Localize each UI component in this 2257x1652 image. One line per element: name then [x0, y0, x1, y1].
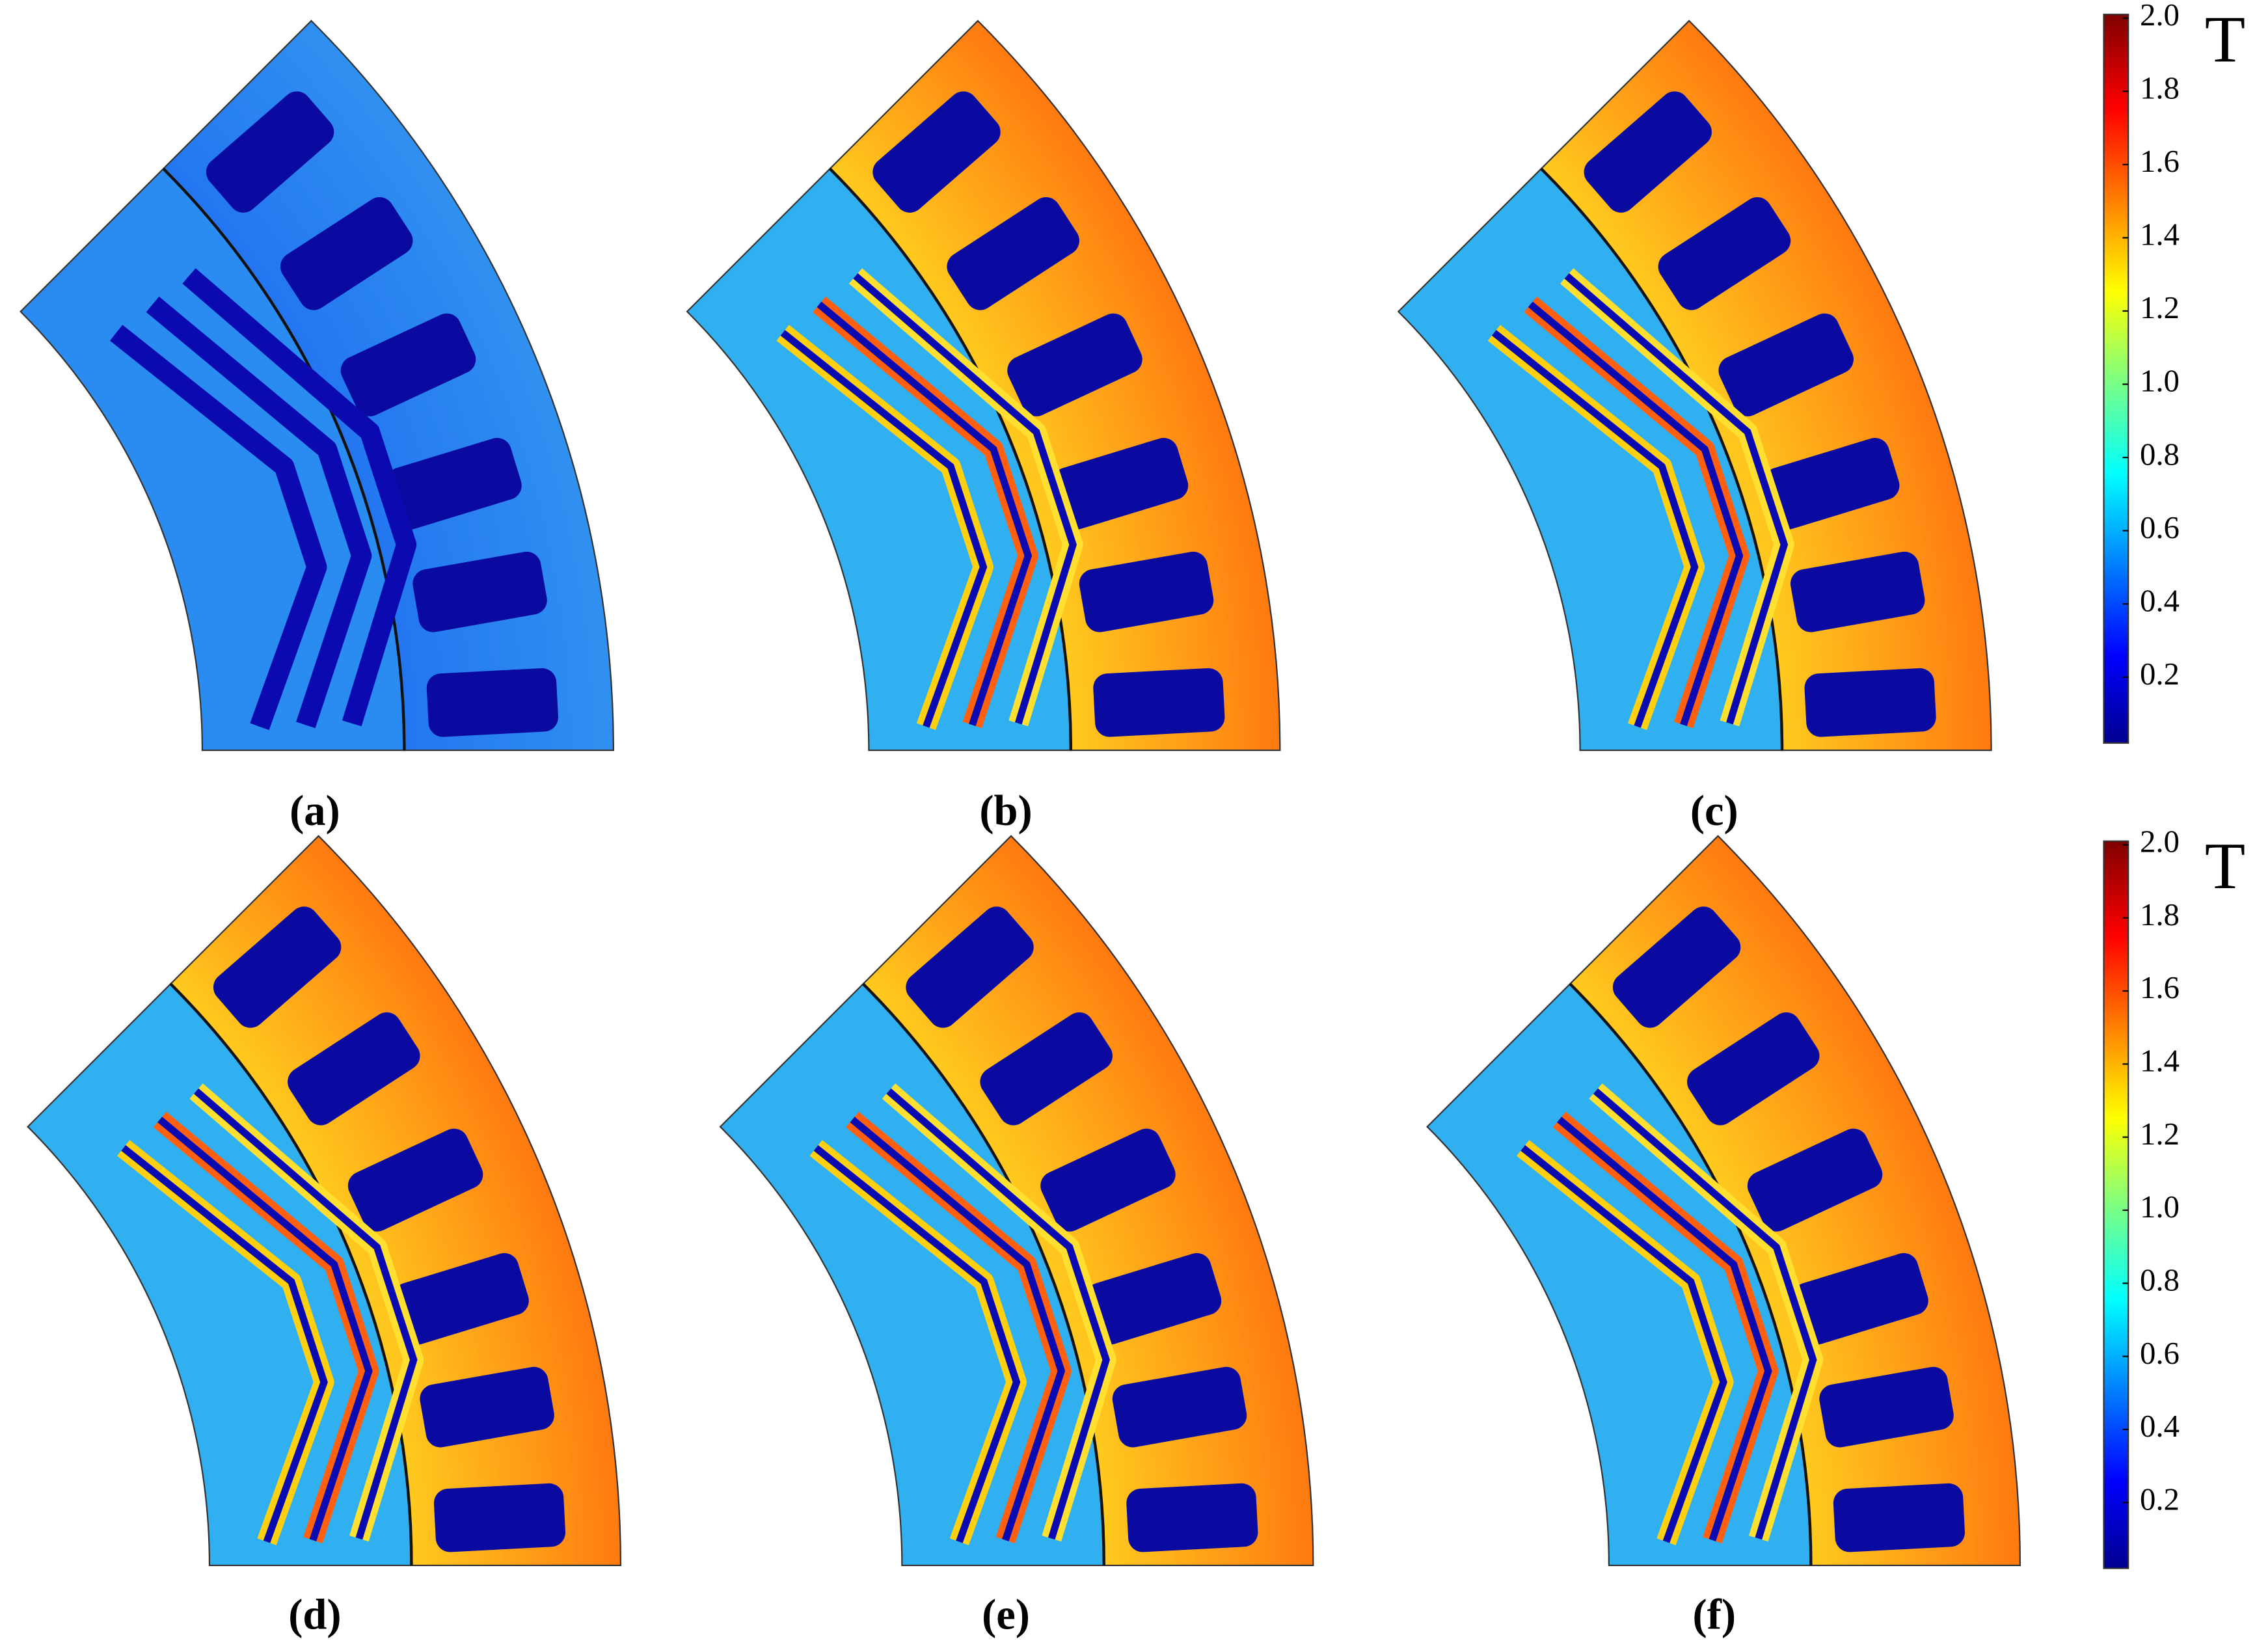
panel-label: (b) — [979, 787, 1032, 835]
motor-plot — [1426, 835, 2021, 1567]
stator-slot — [1052, 438, 1189, 530]
motor-plot — [686, 20, 1281, 752]
rotor-barrier-core — [193, 1088, 418, 1540]
colorbar-tick-label: 0.8 — [2140, 1263, 2180, 1298]
stator-slot — [340, 313, 476, 416]
colorbar-unit: T — [2205, 830, 2245, 903]
colorbar-tick-label: 0.4 — [2140, 583, 2180, 618]
colorbar-tick-label: 0.4 — [2140, 1409, 2180, 1444]
colorbar-tick-label: 0.2 — [2140, 1482, 2180, 1517]
colorbar-tick-label: 1.2 — [2140, 290, 2180, 325]
stator-slot — [426, 668, 558, 737]
colorbar-tick-label: 0.2 — [2140, 657, 2180, 692]
stator-slot — [1747, 1128, 1883, 1232]
stator-slot — [1093, 668, 1225, 737]
air-gap — [829, 167, 1073, 751]
air-gap — [169, 982, 413, 1565]
motor-plot — [1397, 20, 1992, 752]
rotor-barrier-core — [1564, 273, 1789, 725]
stator-slot — [1718, 313, 1854, 416]
colorbar-tick-label: 1.6 — [2140, 970, 2180, 1005]
colorbar-tick-label: 0.8 — [2140, 437, 2180, 472]
colorbar-tick-label: 0.6 — [2140, 510, 2180, 545]
air-gap — [1569, 982, 1813, 1565]
colorbar-tick-label: 1.4 — [2140, 1044, 2180, 1079]
rotor-barrier-core — [157, 1117, 373, 1541]
rotor-barrier-core — [1528, 301, 1744, 726]
stator-slot — [1686, 1012, 1820, 1126]
stator-slot — [1112, 1366, 1247, 1448]
panel-label: (a) — [290, 787, 340, 835]
stator-slot — [1658, 197, 1791, 310]
stator-slot — [1126, 1483, 1258, 1552]
motor-plot — [719, 835, 1314, 1567]
rotor-barrier-core — [1557, 1117, 1772, 1541]
colorbar-tick-label: 1.4 — [2140, 217, 2180, 252]
colorbar — [2103, 14, 2129, 744]
rotor-barrier-core — [850, 1117, 1066, 1541]
stator-slot — [213, 906, 342, 1028]
colorbar-unit: T — [2205, 3, 2245, 76]
rotor-barrier-core — [853, 273, 1077, 725]
panel-label: (f) — [1693, 1591, 1736, 1638]
stator-slot — [1764, 438, 1900, 530]
stator-slot — [1612, 906, 1741, 1028]
rotor-barrier-core — [1593, 1088, 1817, 1540]
stator-slot — [980, 1012, 1113, 1126]
colorbar-tick-label: 2.0 — [2140, 0, 2180, 33]
rotor-barrier-core — [114, 330, 321, 728]
colorbar — [2103, 840, 2129, 1569]
rotor-barrier-core — [1491, 330, 1699, 728]
stator-slot — [1085, 1253, 1222, 1345]
stator-slot — [347, 1128, 483, 1232]
colorbar-tick-label: 1.2 — [2140, 1117, 2180, 1152]
stator-slot — [386, 438, 522, 530]
colorbar-tick-label: 1.8 — [2140, 71, 2180, 106]
stator-slot — [1792, 1253, 1928, 1345]
stator-slot — [1584, 91, 1712, 213]
colorbar-tick-label: 1.0 — [2140, 364, 2180, 399]
stator-slot — [1007, 313, 1142, 416]
rotor-barrier-core — [780, 330, 988, 728]
panel-label: (c) — [1690, 787, 1738, 835]
stator-slot — [1079, 551, 1214, 632]
stator-slot — [412, 551, 547, 632]
panel-label: (e) — [982, 1591, 1030, 1638]
stator-slot — [288, 1012, 420, 1126]
motor-plot — [20, 20, 614, 752]
stator-slot — [947, 197, 1079, 310]
colorbar-tick-label: 1.8 — [2140, 897, 2180, 932]
stator-slot — [872, 91, 1001, 213]
stator-slot — [1833, 1483, 1965, 1552]
stator-slot — [1040, 1128, 1176, 1232]
stator-slot — [1804, 668, 1936, 737]
stator-slot — [433, 1483, 566, 1552]
stator-slot — [1819, 1366, 1954, 1448]
motor-plot — [27, 835, 622, 1567]
colorbar-tick-label: 2.0 — [2140, 824, 2180, 860]
rotor-barrier-core — [186, 273, 411, 725]
rotor-barrier-core — [150, 301, 366, 726]
colorbar-tick-label: 1.0 — [2140, 1189, 2180, 1225]
stator-slot — [206, 91, 334, 213]
rotor-barrier-core — [1520, 1144, 1727, 1543]
air-gap — [862, 982, 1106, 1565]
rotor-barrier-core — [813, 1144, 1021, 1543]
air-gap — [1540, 167, 1784, 751]
rotor-barrier-core — [817, 301, 1033, 726]
stator-slot — [906, 906, 1034, 1028]
rotor-barrier-core — [886, 1088, 1110, 1540]
panel-label: (d) — [288, 1591, 341, 1638]
rotor-barrier-core — [121, 1144, 328, 1543]
air-gap — [162, 167, 406, 751]
colorbar-tick-label: 0.6 — [2140, 1336, 2180, 1371]
colorbar-tick-label: 1.6 — [2140, 144, 2180, 179]
stator-slot — [393, 1253, 529, 1345]
stator-slot — [280, 197, 413, 310]
stator-slot — [1790, 551, 1925, 632]
stator-slot — [420, 1366, 554, 1448]
